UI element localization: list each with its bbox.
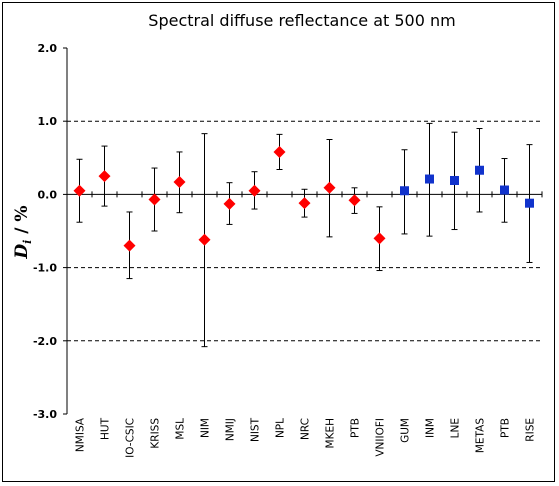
data-point-diamond [273,145,286,158]
x-tick-label: NIST [250,417,262,442]
data-point-diamond [148,193,161,206]
data-point-square [475,165,484,175]
plot-area: 2.0 1.0 0.0 -1.0 -2.0 -3.0 NMISA HUT IO-CSIC KRIS… [33,42,543,458]
x-tick-label: NPL [275,418,287,438]
x-tick-label: RISE [525,418,537,442]
data-point-diamond [98,170,111,183]
x-tick-label: IO-CSIC [125,418,137,458]
x-tick-label: MKEH [325,418,337,448]
data-point-square [425,174,434,184]
data-point-diamond [348,194,361,207]
data-point-diamond [173,175,186,188]
y-tick-label: 0.0 [38,188,58,201]
y-tick-label: -2.0 [33,335,57,348]
y-axis-label: Di / % [12,205,34,259]
x-tick-label: KRISS [150,418,162,449]
data-point-square [500,185,509,195]
x-tick-label: METAS [475,418,487,453]
x-tick-label: PTB [350,418,362,438]
x-tick-label: GUM [400,418,412,443]
x-tick-label: INM [425,418,437,438]
data-point-diamond [323,181,336,194]
x-tick-label: NMIJ [225,418,237,441]
data-point-diamond [248,184,261,197]
y-tick-label: 2.0 [38,42,58,55]
data-point-square [400,186,409,196]
data-point-diamond [373,232,386,245]
x-tick-label: NIM [200,418,212,438]
y-axis-label-main: D [12,244,32,260]
x-tick-label: NRC [300,418,312,440]
y-tick-label: 1.0 [38,115,58,128]
y-axis-label-sub: i [21,240,34,244]
data-point-diamond [298,197,311,210]
data-point-diamond [223,197,236,210]
x-tick-label: HUT [100,417,112,440]
x-tick-label: PTB [500,418,512,438]
data-point-diamond [73,184,86,197]
data-point-square [450,175,459,185]
y-tick-label: -3.0 [33,408,57,421]
svg-text:Di / %: Di / % [12,205,34,259]
chart-frame [2,2,555,482]
data-point-square [525,198,534,208]
x-tick-label: NMISA [75,417,87,452]
x-tick-label: VNIIOFI [375,418,387,457]
data-point-diamond [123,239,136,252]
y-tick-label: -1.0 [33,262,57,275]
data-point-diamond [198,233,211,246]
x-tick-label: MSL [175,418,187,440]
chart-title: Spectral diffuse reflectance at 500 nm [148,11,455,30]
y-axis-label-unit: / % [12,205,32,239]
x-tick-label: LNE [450,418,462,438]
